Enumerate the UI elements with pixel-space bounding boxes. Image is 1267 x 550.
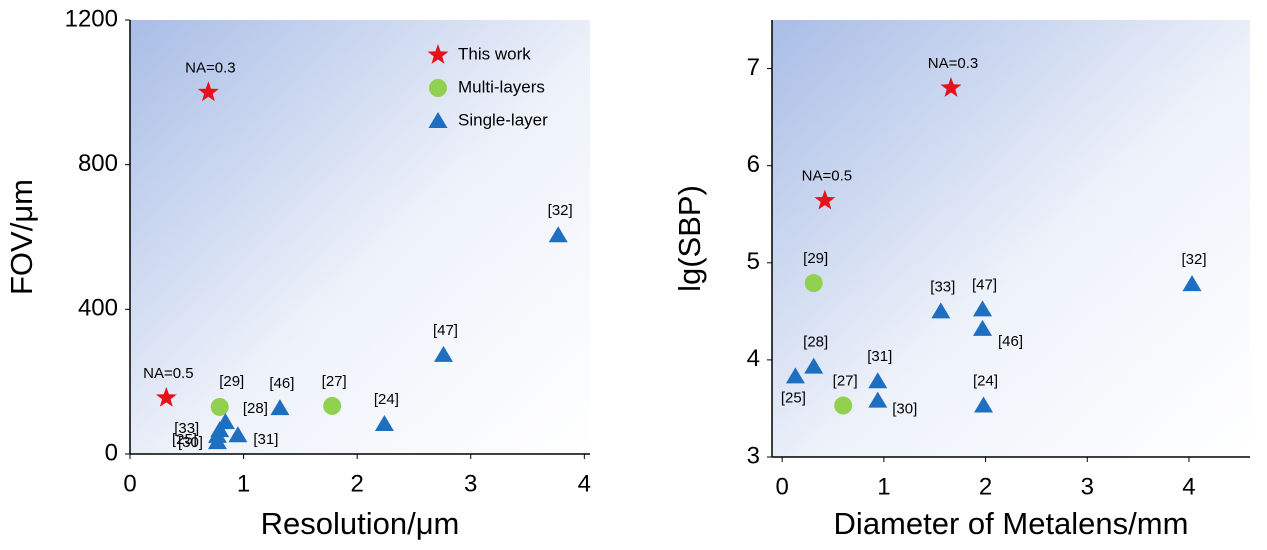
y-tick-label: 400 bbox=[78, 295, 118, 322]
point bbox=[834, 396, 853, 415]
point bbox=[814, 189, 836, 210]
x-tick-label: 3 bbox=[464, 470, 477, 497]
point bbox=[433, 345, 453, 362]
point bbox=[197, 81, 219, 102]
x-tick-label: 2 bbox=[350, 470, 363, 497]
y-tick-label: 5 bbox=[747, 248, 760, 275]
point-label: [32] bbox=[1182, 251, 1207, 268]
legend-label: Single-layer bbox=[458, 110, 548, 129]
x-tick-label: 4 bbox=[1182, 473, 1195, 500]
y-axis-title: FOV/μm bbox=[4, 179, 39, 295]
point-label: [27] bbox=[833, 372, 858, 389]
point bbox=[210, 397, 229, 416]
x-axis-title: Diameter of Metalens/mm bbox=[834, 506, 1189, 541]
y-tick-label: 3 bbox=[747, 442, 760, 469]
point-label: NA=0.3 bbox=[928, 55, 978, 72]
point-label: [24] bbox=[973, 372, 998, 389]
y-axis-title: lg(SBP) bbox=[672, 185, 707, 292]
point-label: [33] bbox=[174, 420, 199, 437]
point-label: [31] bbox=[867, 348, 892, 365]
point bbox=[155, 386, 177, 407]
point bbox=[374, 414, 394, 431]
y-tick-label: 6 bbox=[747, 151, 760, 178]
x-tick-label: 4 bbox=[578, 470, 591, 497]
point bbox=[207, 433, 227, 450]
point-label: [31] bbox=[253, 431, 278, 448]
point-label: NA=0.3 bbox=[185, 59, 235, 76]
point bbox=[940, 77, 962, 97]
plot-area bbox=[772, 20, 1250, 457]
point-label: [27] bbox=[322, 373, 347, 390]
point-label: [32] bbox=[548, 202, 573, 219]
x-tick-label: 1 bbox=[237, 470, 250, 497]
point-label: [47] bbox=[972, 276, 997, 293]
point bbox=[868, 391, 888, 408]
legend-marker bbox=[429, 79, 447, 97]
point-label: [28] bbox=[243, 400, 268, 417]
point bbox=[973, 300, 993, 317]
point-label: [25] bbox=[781, 389, 806, 406]
point bbox=[1182, 275, 1202, 292]
point bbox=[804, 274, 823, 293]
point bbox=[804, 357, 824, 374]
point-label: [46] bbox=[269, 375, 294, 392]
legend-marker bbox=[428, 112, 448, 128]
point bbox=[868, 372, 888, 389]
y-tick-label: 800 bbox=[78, 150, 118, 177]
x-axis-title: Resolution/μm bbox=[261, 506, 460, 541]
x-tick-label: 0 bbox=[123, 470, 136, 497]
x-tick-label: 2 bbox=[979, 473, 992, 500]
point bbox=[323, 396, 342, 415]
legend-label: This work bbox=[458, 44, 531, 63]
x-tick-label: 1 bbox=[877, 473, 890, 500]
y-tick-label: 4 bbox=[747, 345, 760, 372]
point bbox=[270, 399, 290, 416]
x-tick-label: 0 bbox=[775, 473, 788, 500]
point-label: NA=0.5 bbox=[143, 365, 193, 382]
point-label: [29] bbox=[803, 250, 828, 267]
point-label: [29] bbox=[219, 373, 244, 390]
point-label: [28] bbox=[803, 334, 828, 351]
point bbox=[974, 396, 994, 413]
point-label: NA=0.5 bbox=[802, 168, 852, 185]
point-label: [46] bbox=[998, 333, 1023, 350]
point-label: [24] bbox=[374, 391, 399, 408]
point-label: [25] bbox=[172, 431, 197, 448]
point-label: [30] bbox=[892, 401, 917, 418]
y-tick-label: 1200 bbox=[65, 5, 118, 32]
point bbox=[931, 302, 951, 319]
legend-marker bbox=[427, 44, 449, 64]
legend-label: Multi-layers bbox=[458, 77, 545, 96]
point bbox=[548, 226, 568, 243]
point bbox=[785, 367, 805, 384]
y-tick-label: 0 bbox=[105, 439, 118, 466]
point-label: [33] bbox=[930, 278, 955, 295]
x-tick-label: 3 bbox=[1081, 473, 1094, 500]
point-label: [30] bbox=[178, 434, 203, 451]
point-label: [47] bbox=[433, 322, 458, 339]
y-tick-label: 7 bbox=[747, 54, 760, 81]
point bbox=[973, 319, 993, 336]
point bbox=[228, 426, 248, 443]
